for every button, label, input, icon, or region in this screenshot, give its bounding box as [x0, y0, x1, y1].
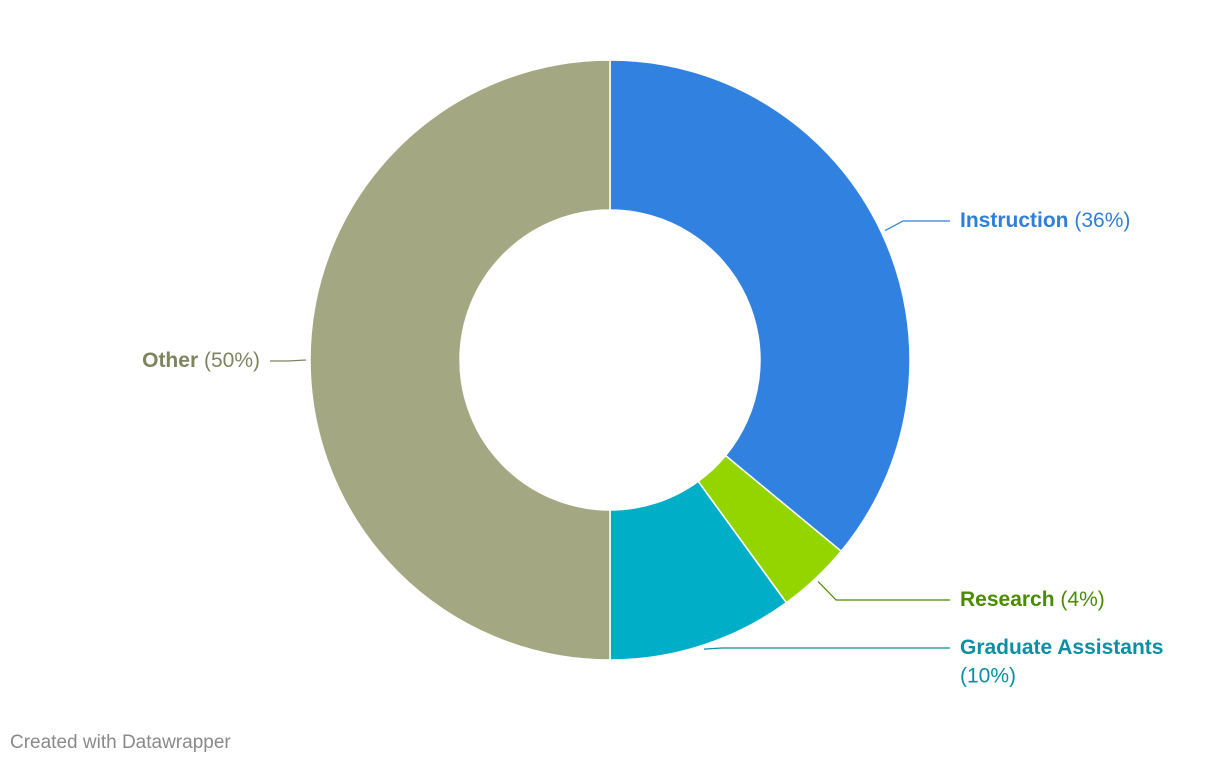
slice-label: Instruction (36%) — [960, 209, 1130, 232]
slice-label: Research (4%) — [960, 588, 1105, 611]
footer: Created with Datawrapper — [10, 732, 231, 753]
category-name: Graduate Assistants — [960, 636, 1163, 659]
slice-label: Graduate Assistants — [960, 636, 1163, 659]
category-name: Instruction — [960, 209, 1069, 232]
value-label: (50%) — [204, 349, 260, 372]
value-label: (36%) — [1074, 209, 1130, 232]
leader-line — [884, 220, 950, 232]
category-name: Other — [142, 349, 198, 372]
value-label: (10%) — [960, 665, 1016, 688]
category-name: Research — [960, 588, 1055, 611]
leader-line — [703, 647, 950, 650]
value-label: (4%) — [1060, 588, 1104, 611]
slice-label: Other (50%) — [142, 349, 260, 372]
donut-slice — [609, 59, 911, 553]
leader-line — [817, 581, 950, 601]
donut-slice — [309, 59, 611, 661]
leader-line — [270, 359, 307, 362]
